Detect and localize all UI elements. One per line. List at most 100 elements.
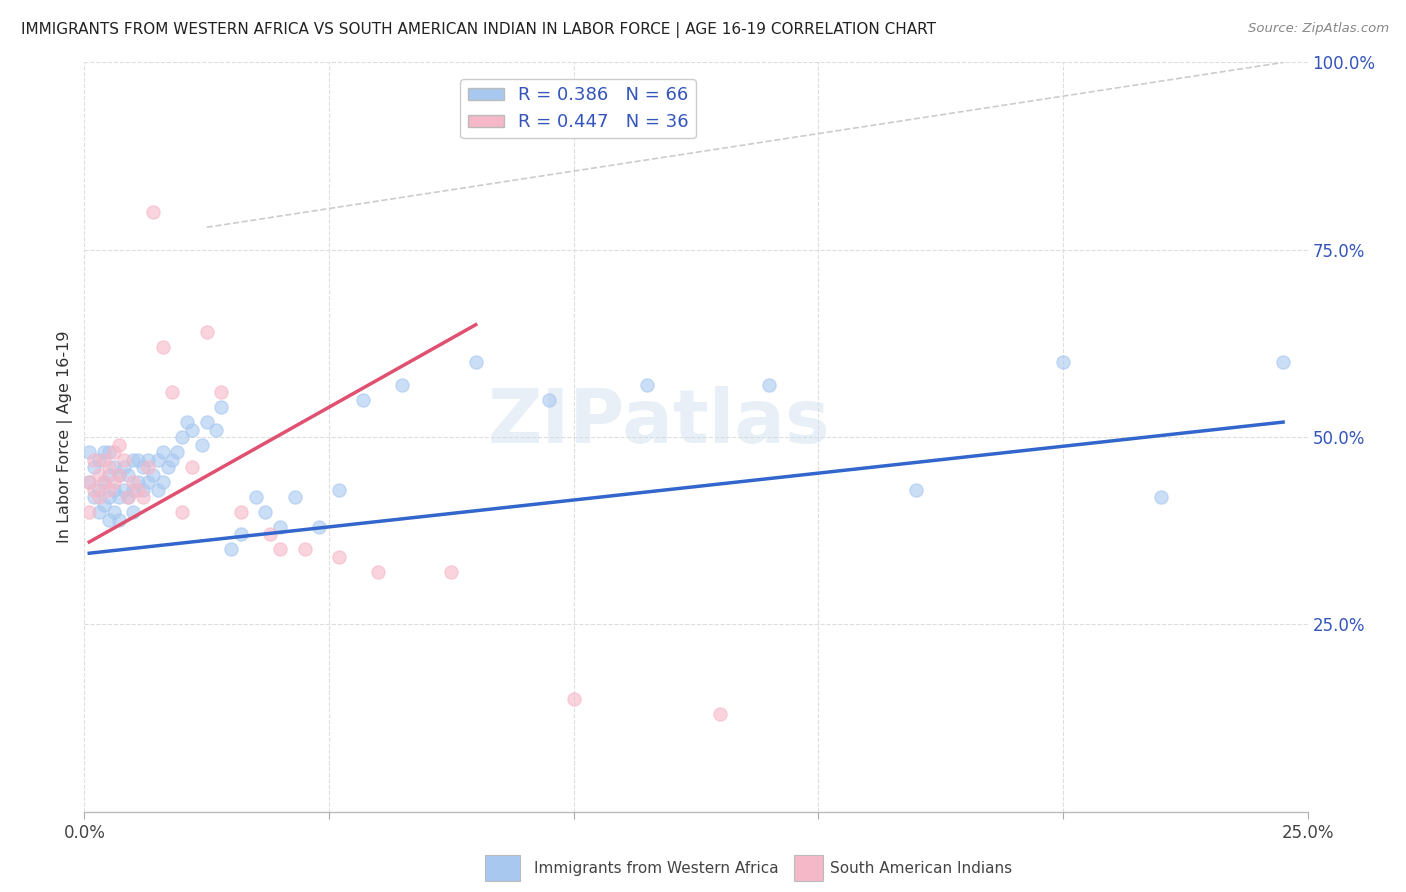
Point [328, 549, 350, 564]
Text: Immigrants from Western Africa: Immigrants from Western Africa [534, 861, 779, 876]
Point [83, 460, 105, 475]
Point [905, 483, 928, 497]
Point [172, 430, 194, 444]
Point [152, 340, 174, 354]
Point [107, 467, 129, 482]
Point [352, 392, 374, 407]
Point [83, 490, 105, 504]
Point [636, 377, 658, 392]
Point [245, 490, 267, 504]
Point [367, 565, 389, 579]
Point [176, 415, 198, 429]
Point [97, 467, 120, 482]
Point [146, 452, 169, 467]
Point [93, 498, 115, 512]
Text: South American Indians: South American Indians [830, 861, 1012, 876]
Text: ZIPatlas: ZIPatlas [488, 385, 831, 458]
Point [117, 490, 139, 504]
Point [107, 512, 129, 526]
Point [195, 415, 218, 429]
Point [269, 520, 291, 534]
Point [77, 475, 100, 489]
Point [107, 490, 129, 504]
Point [103, 483, 125, 497]
Point [464, 355, 486, 369]
Point [87, 467, 110, 482]
Point [122, 483, 145, 497]
Point [181, 423, 204, 437]
Point [136, 460, 159, 475]
Point [142, 205, 165, 219]
Point [77, 445, 100, 459]
Point [77, 475, 100, 489]
Point [269, 542, 291, 557]
Point [146, 483, 169, 497]
Point [132, 460, 155, 475]
Y-axis label: In Labor Force | Age 16-19: In Labor Force | Age 16-19 [58, 331, 73, 543]
Point [562, 692, 585, 706]
Point [112, 452, 135, 467]
Point [229, 505, 252, 519]
Point [93, 475, 115, 489]
Point [172, 505, 194, 519]
Point [127, 475, 149, 489]
Point [97, 445, 120, 459]
Point [1272, 355, 1295, 369]
Point [294, 542, 316, 557]
Point [97, 490, 120, 504]
Point [156, 460, 179, 475]
Point [219, 542, 242, 557]
Point [391, 377, 413, 392]
Point [284, 490, 307, 504]
Point [97, 512, 120, 526]
Point [136, 475, 159, 489]
Point [103, 445, 125, 459]
Point [191, 437, 214, 451]
Point [205, 423, 228, 437]
Point [758, 377, 780, 392]
Point [97, 460, 120, 475]
Point [132, 490, 155, 504]
Point [538, 392, 561, 407]
Point [83, 452, 105, 467]
Point [87, 505, 110, 519]
Point [112, 460, 135, 475]
Point [254, 505, 277, 519]
Point [328, 483, 350, 497]
Point [127, 452, 149, 467]
Point [142, 467, 165, 482]
Point [152, 475, 174, 489]
Point [709, 707, 731, 722]
Point [117, 467, 139, 482]
Point [93, 452, 115, 467]
Point [152, 445, 174, 459]
Point [181, 460, 204, 475]
Point [87, 490, 110, 504]
Point [195, 325, 218, 339]
Point [162, 452, 184, 467]
Point [308, 520, 330, 534]
Point [77, 505, 100, 519]
Point [1150, 490, 1173, 504]
Point [112, 483, 135, 497]
Text: IMMIGRANTS FROM WESTERN AFRICA VS SOUTH AMERICAN INDIAN IN LABOR FORCE | AGE 16-: IMMIGRANTS FROM WESTERN AFRICA VS SOUTH … [21, 22, 936, 38]
Point [229, 527, 252, 541]
Point [93, 475, 115, 489]
Point [117, 490, 139, 504]
Legend: R = 0.386   N = 66, R = 0.447   N = 36: R = 0.386 N = 66, R = 0.447 N = 36 [460, 79, 696, 138]
Point [107, 467, 129, 482]
Point [93, 445, 115, 459]
Point [83, 483, 105, 497]
Point [209, 385, 232, 400]
Point [136, 452, 159, 467]
Point [122, 475, 145, 489]
Point [209, 400, 232, 414]
Point [103, 460, 125, 475]
Point [103, 475, 125, 489]
Point [127, 483, 149, 497]
Point [166, 445, 188, 459]
Point [87, 483, 110, 497]
Point [1052, 355, 1074, 369]
Point [122, 505, 145, 519]
Point [97, 483, 120, 497]
